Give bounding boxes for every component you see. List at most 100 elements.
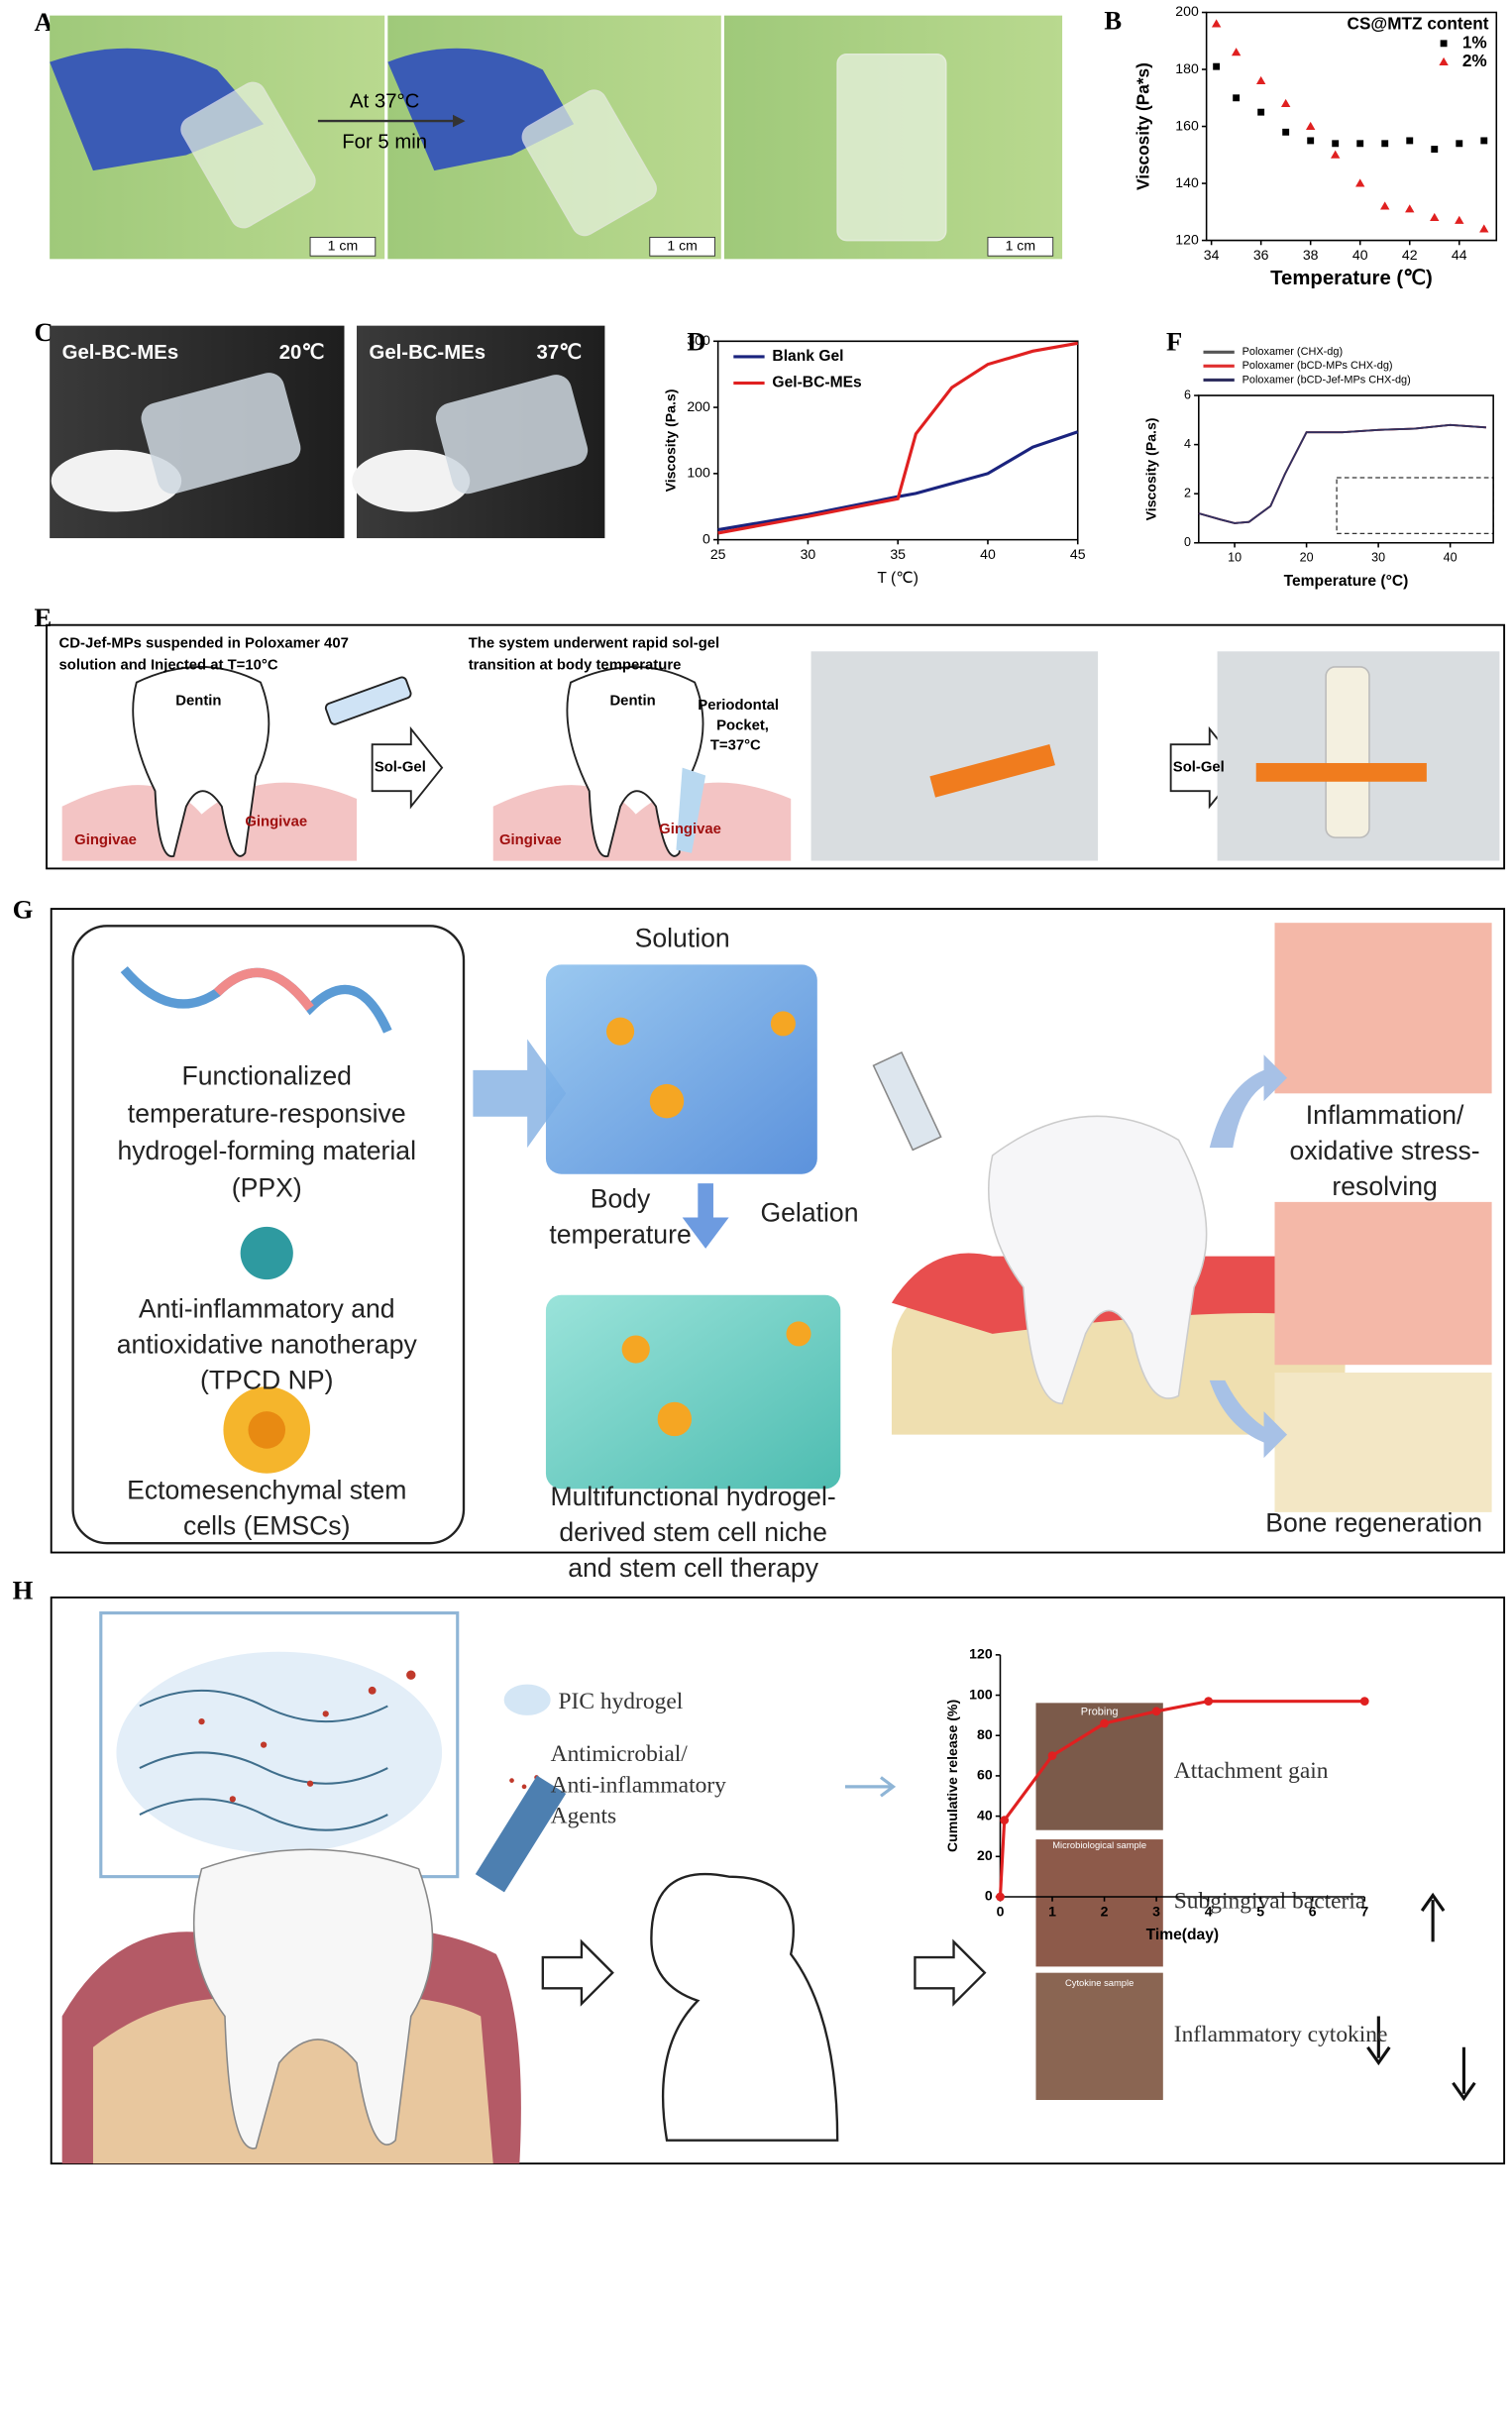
y-tick-label: 200	[687, 398, 710, 414]
annotation: Gingivae	[659, 822, 721, 837]
x-tick-label: 25	[710, 546, 726, 562]
legend-label: 2%	[1462, 51, 1487, 70]
y-tick-label: 0	[1184, 535, 1191, 549]
y-tick-label: 100	[687, 465, 710, 481]
x-tick-label: 42	[1402, 247, 1418, 263]
annotation: Gingivae	[74, 832, 137, 848]
annotation: Attachment gain	[1174, 1758, 1329, 1784]
point	[1355, 178, 1365, 187]
point	[1359, 1697, 1369, 1707]
annotation: Solution	[635, 923, 730, 952]
annotation: Dentin	[175, 693, 221, 709]
point	[1380, 201, 1390, 210]
legend-text: Agents	[551, 1804, 617, 1829]
x-tick-label: 40	[980, 546, 996, 562]
photo-label: Gel-BC-MEs	[62, 342, 178, 364]
legend-text: hydrogel-forming material	[117, 1136, 416, 1165]
point	[1100, 1718, 1109, 1728]
point	[1000, 1816, 1010, 1825]
annotation: derived stem cell niche	[559, 1517, 826, 1547]
annotation: Bone regeneration	[1265, 1507, 1482, 1537]
annotation: oxidative stress-	[1290, 1136, 1480, 1165]
panel-letter: A	[34, 7, 54, 37]
diagram-h	[61, 1611, 1476, 2164]
inset-box	[1336, 477, 1494, 534]
scale-bar: 1 cm	[328, 238, 359, 254]
series-line	[1198, 423, 1486, 524]
x-tick-label: 20	[1300, 551, 1314, 565]
legend-box	[71, 925, 466, 1545]
point	[1255, 75, 1266, 84]
annotation: Sol-Gel	[375, 760, 426, 776]
point	[1431, 146, 1439, 153]
series-line	[717, 430, 1079, 532]
annotation: Gingivae	[245, 814, 307, 829]
annotation: Pocket,	[716, 717, 769, 733]
annotation: transition at body temperature	[469, 657, 682, 673]
annotation: Periodontal	[698, 698, 779, 714]
y-tick-label: 6	[1184, 387, 1191, 401]
y-tick-label: 0	[702, 530, 710, 546]
photo-c	[50, 325, 605, 539]
annotation: CD-Jef-MPs suspended in Poloxamer 407	[59, 635, 349, 651]
panel-letter: B	[1104, 6, 1122, 36]
point	[1455, 215, 1464, 224]
photo-label: Microbiological sample	[1052, 1840, 1146, 1850]
y-axis-label: Viscosity (Pa*s)	[1134, 62, 1153, 190]
annotation: Sol-Gel	[1173, 760, 1225, 776]
photo-label: 20℃	[279, 342, 324, 364]
x-tick-label: 44	[1452, 247, 1467, 263]
x-tick-label: 35	[890, 546, 906, 562]
y-tick-label: 100	[969, 1686, 993, 1702]
point	[1440, 40, 1448, 48]
point	[1047, 1751, 1057, 1760]
x-tick-label: 40	[1352, 247, 1368, 263]
y-tick-label: 300	[687, 332, 710, 348]
annotation: The system underwent rapid sol-gel	[469, 635, 719, 651]
annotation: temperature	[549, 1219, 691, 1249]
series-line	[1198, 423, 1486, 524]
legend-title: CS@MTZ content	[1348, 14, 1489, 34]
series-line	[717, 341, 1079, 535]
point	[1479, 224, 1489, 233]
panel-letter: E	[34, 603, 52, 632]
legend-text: temperature-responsive	[128, 1098, 406, 1128]
annotation: At 37°C	[350, 91, 419, 113]
y-tick-label: 40	[977, 1807, 993, 1822]
photo-detail	[929, 744, 1055, 798]
photo-detail	[1325, 666, 1370, 838]
photo-detail	[1255, 762, 1427, 782]
annotation: Dentin	[609, 693, 655, 709]
y-tick-label: 120	[1175, 231, 1199, 247]
series-line	[1198, 423, 1486, 524]
x-tick-label: 2	[1101, 1903, 1109, 1919]
x-tick-label: 3	[1152, 1903, 1160, 1919]
point	[1307, 137, 1315, 145]
legend-text: Anti-inflammatory and	[139, 1293, 395, 1323]
point	[1211, 19, 1222, 28]
legend-label: Gel-BC-MEs	[772, 375, 862, 391]
x-tick-label: 4	[1205, 1903, 1213, 1919]
point	[1439, 56, 1449, 66]
x-tick-label: 5	[1256, 1903, 1264, 1919]
y-tick-label: 140	[1175, 174, 1199, 190]
annotation: and stem cell therapy	[568, 1553, 818, 1583]
legend-label: Poloxamer (bCD-MPs CHX-dg)	[1242, 360, 1393, 372]
scale-bar: 1 cm	[1006, 238, 1036, 254]
legend-text: Anti-inflammatory	[551, 1772, 727, 1798]
point	[1480, 137, 1488, 145]
x-tick-label: 38	[1303, 247, 1319, 263]
point	[1257, 108, 1265, 116]
point	[1406, 137, 1414, 145]
annotation: solution and Injected at T=10°C	[59, 657, 278, 673]
axis	[1198, 394, 1494, 544]
axis	[716, 340, 1079, 541]
point	[1430, 212, 1440, 222]
annotation: Subgingival bacteria	[1174, 1889, 1366, 1915]
legend-label: Poloxamer (bCD-Jef-MPs CHX-dg)	[1242, 374, 1411, 386]
panel-letter: G	[13, 894, 34, 924]
panel-letter: H	[13, 1575, 34, 1604]
point	[1331, 150, 1341, 159]
y-tick-label: 0	[985, 1888, 993, 1904]
y-axis-label: Viscosity (Pa.s)	[1143, 418, 1159, 521]
